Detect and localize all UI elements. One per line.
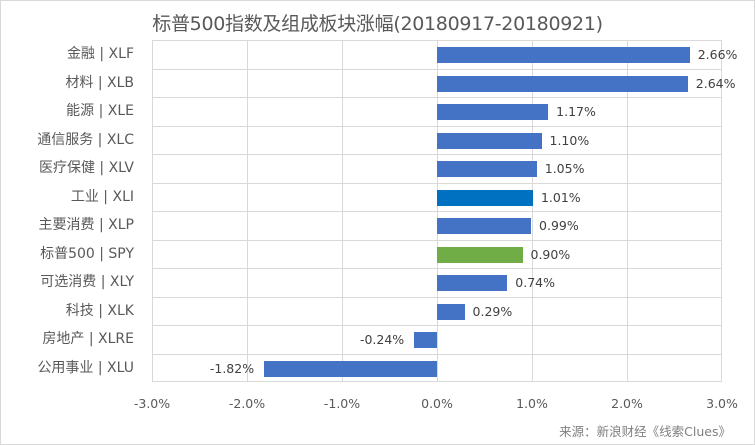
bar-value-label: 2.66% (697, 47, 738, 63)
x-tick-label: -3.0% (133, 396, 171, 411)
bar-value-label: -0.24% (359, 332, 405, 348)
bar-value-label: 0.90% (530, 246, 571, 262)
category-label: 可选消费 | XLY (40, 274, 134, 291)
bar-value-label: 0.74% (515, 275, 556, 291)
horizontal-gridline (153, 125, 721, 127)
horizontal-gridline (153, 239, 721, 241)
x-tick-label: 3.0% (706, 396, 738, 411)
bar (437, 104, 549, 121)
category-label: 金融 | XLF (66, 46, 134, 63)
horizontal-gridline (153, 97, 721, 98)
bar-value-label: -1.82% (209, 360, 255, 376)
category-label: 标普500 | SPY (40, 245, 134, 262)
category-label: 主要消费 | XLP (38, 217, 134, 234)
plot-area: 2.66% 2.64% 1.17% 1.10% 1.05% 1.01% 0.99% 0.90%… (152, 40, 737, 382)
x-tick-label: 2.0% (611, 396, 643, 411)
bar (437, 275, 508, 292)
horizontal-gridline (153, 182, 721, 184)
bar-value-label: 0.99% (539, 218, 579, 234)
chart-title: 标普500指数及组成板块涨幅(20180917-20180921) (152, 13, 603, 35)
category-label: 能源 | XLE (66, 103, 134, 120)
x-tick-label: 1.0% (516, 396, 548, 411)
bar (414, 332, 437, 349)
bar-value-label: 1.10% (549, 132, 590, 148)
bar (437, 246, 523, 263)
category-label: 工业 | XLI (70, 188, 134, 205)
horizontal-gridline (153, 268, 721, 269)
bar-value-label: 1.05% (544, 161, 585, 177)
bar (437, 218, 532, 235)
horizontal-gridline (153, 68, 721, 70)
category-label: 公用事业 | XLU (37, 359, 134, 376)
bar (437, 47, 690, 64)
bar (437, 303, 465, 320)
x-tick-label: -2.0% (228, 396, 266, 411)
bar (437, 132, 542, 149)
category-label: 材料 | XLB (65, 74, 134, 91)
bar (437, 161, 537, 178)
source-note: 来源：新浪财经《线索Clues》 (559, 424, 731, 439)
category-label: 科技 | XLK (65, 302, 134, 319)
bar (437, 75, 688, 92)
category-label: 通信服务 | XLC (37, 131, 134, 148)
bar (264, 360, 437, 377)
bar-value-label: 1.17% (556, 104, 596, 120)
category-label: 房地产 | XLRE (42, 331, 134, 348)
horizontal-gridline (153, 353, 721, 355)
category-label: 医疗保健 | XLV (38, 160, 134, 177)
bar-value-label: 2.64% (695, 75, 736, 91)
horizontal-gridline (153, 154, 721, 155)
bar-value-label: 0.29% (472, 303, 513, 319)
bar (437, 189, 533, 206)
bar-value-label: 1.01% (540, 189, 581, 205)
horizontal-gridline (153, 325, 721, 326)
horizontal-gridline (153, 296, 721, 298)
x-tick-label: 0.0% (421, 396, 453, 411)
horizontal-gridline (153, 211, 721, 212)
x-tick-label: -1.0% (323, 396, 361, 411)
